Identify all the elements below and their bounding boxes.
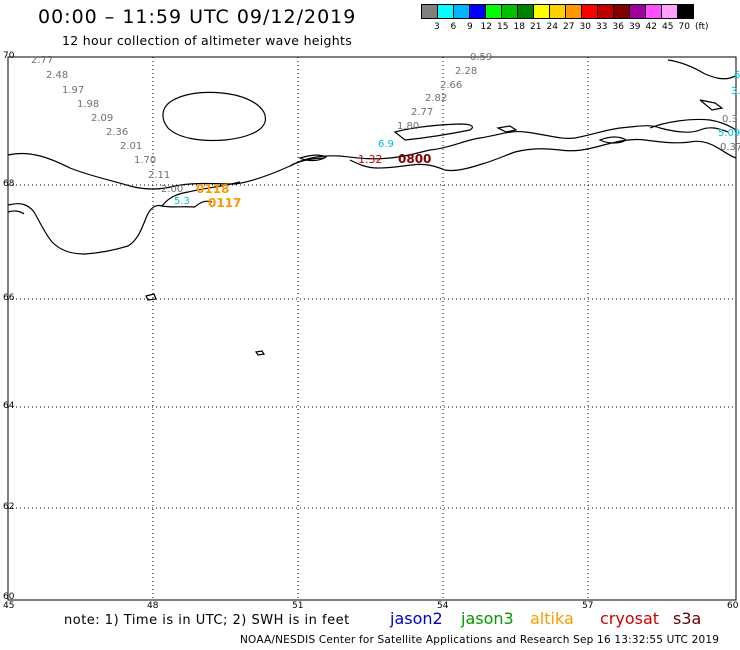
wave-height-value: 6.9: [378, 139, 394, 150]
scale-label: 21: [530, 22, 542, 32]
color-scale-labels: 3 6 9 12 15 18 21 24 27 30 33 36 39 42 45 70 (ft): [421, 22, 740, 34]
wave-height-value: 3.: [731, 86, 740, 97]
scale-label: 3: [434, 22, 440, 32]
pass-time-label: 0118: [196, 182, 230, 196]
footnote: note: 1) Time is in UTC; 2) SWH is in fe…: [64, 613, 350, 628]
lat-label: 68: [3, 179, 15, 189]
map-border: [7, 56, 737, 601]
scale-label: 42: [645, 22, 657, 32]
legend-cryosat: cryosat: [600, 609, 660, 628]
credit-line: NOAA/NESDIS Center for Satellite Applica…: [240, 634, 720, 646]
wave-height-value: 1.97: [62, 85, 85, 96]
pass-time-label: 0117: [208, 196, 242, 210]
wave-height-value: 0.3: [722, 114, 738, 125]
wave-height-value: 2.00: [161, 184, 184, 195]
wave-height-value: 2.11: [148, 170, 171, 181]
scale-label: 9: [467, 22, 473, 32]
lon-label: 45: [3, 601, 15, 611]
wave-height-value: 2.01: [120, 141, 143, 152]
scale-label: 27: [563, 22, 575, 32]
wave-height-value: 5.09: [718, 128, 740, 139]
wave-height-value: 1.98: [77, 99, 100, 110]
scale-label: 6: [450, 22, 457, 32]
page-title: 00:00 – 11:59 UTC 09/12/2019: [38, 6, 357, 28]
wave-height-value: 2.48: [46, 70, 69, 81]
wave-height-value: 2.82: [425, 93, 448, 104]
legend-altika: altika: [530, 609, 574, 628]
pass-time-label: 0800: [398, 152, 432, 166]
legend-jason3: jason3: [461, 609, 514, 628]
lat-label: 66: [3, 293, 15, 303]
color-scale: [421, 4, 694, 19]
wave-height-value: 6: [734, 70, 740, 81]
wave-height-value: 2.66: [440, 80, 463, 91]
lon-label: 60: [727, 601, 739, 611]
wave-height-value: 2.36: [106, 127, 129, 138]
scale-label: 15: [497, 22, 509, 32]
grid-lines: [8, 56, 736, 600]
scale-label: 24: [546, 22, 558, 32]
scale-label: 30: [579, 22, 591, 32]
scale-label: 12: [480, 22, 492, 32]
wave-height-value: 2.28: [455, 66, 478, 77]
wave-height-value: 1.80: [397, 121, 420, 132]
scale-swatch: [677, 4, 694, 19]
legend-s3a: s3a: [673, 609, 702, 628]
lon-label: 48: [147, 601, 159, 611]
lon-label: 54: [437, 601, 449, 611]
lon-label: 57: [582, 601, 594, 611]
wave-height-value: 1.70: [134, 155, 157, 166]
legend-jason2: jason2: [390, 609, 443, 628]
scale-label: 45: [662, 22, 674, 32]
wave-height-value: 2.77: [31, 55, 54, 66]
wave-height-value: 2.77: [411, 107, 434, 118]
lon-label: 51: [292, 601, 304, 611]
lat-label: 64: [3, 401, 15, 411]
lat-label: 60: [3, 592, 15, 602]
coastline: [7, 59, 737, 356]
scale-label: 18: [513, 22, 525, 32]
wave-height-value: 1.32: [358, 153, 383, 166]
page-subtitle: 12 hour collection of altimeter wave hei…: [62, 33, 353, 48]
scale-label: 70: [678, 22, 690, 32]
scale-label: (ft): [695, 22, 709, 32]
lat-label: 70: [3, 51, 15, 61]
wave-height-value: 0.59: [470, 52, 493, 63]
scale-label: 33: [596, 22, 608, 32]
scale-label: 39: [629, 22, 641, 32]
wave-height-value: 2.09: [91, 113, 114, 124]
wave-height-value: 0.37: [720, 142, 740, 153]
lat-label: 62: [3, 502, 15, 512]
wave-height-value: 5.3: [174, 196, 190, 207]
scale-label: 36: [612, 22, 624, 32]
